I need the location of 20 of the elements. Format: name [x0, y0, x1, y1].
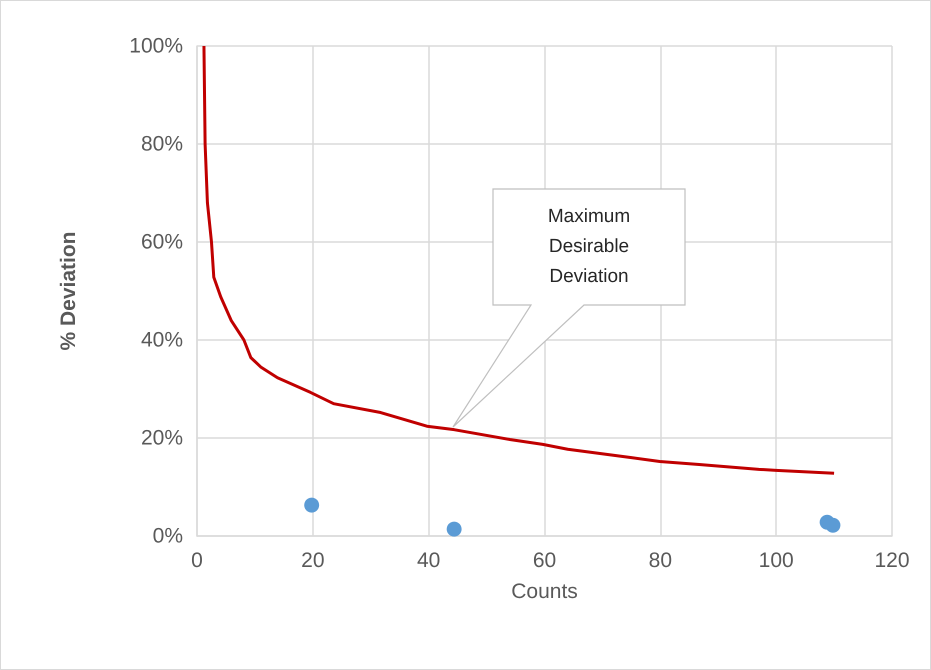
x-axis-title: Counts: [511, 580, 578, 603]
y-tick-label: 20%: [140, 426, 183, 450]
line-series: [202, 44, 836, 475]
y-tick-label: 0%: [152, 524, 183, 548]
y-tick-label: 40%: [140, 328, 183, 352]
x-tick-label: 120: [874, 549, 910, 572]
x-tick-label: 60: [532, 549, 556, 572]
y-axis-title: % Deviation: [57, 231, 80, 351]
x-tick-label: 80: [648, 549, 672, 572]
point: [825, 518, 840, 533]
annotation: Maximum Desirable Deviation: [546, 205, 632, 289]
x-tick-label: 100: [758, 549, 794, 572]
x-tick-label: 40: [416, 549, 440, 572]
y-tick-label: 80%: [140, 132, 183, 156]
point: [304, 498, 320, 513]
y-tick-label: 60%: [140, 230, 183, 254]
x-tick-label: 0: [191, 549, 203, 572]
point: [446, 522, 462, 537]
y-tick-label: 100%: [129, 34, 183, 58]
x-tick-label: 20: [301, 549, 325, 572]
